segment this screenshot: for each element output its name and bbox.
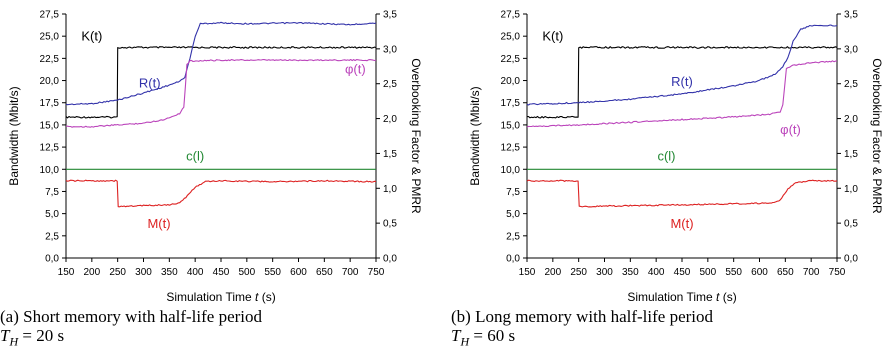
x-tick-label: 550 — [725, 267, 742, 278]
x-axis-label: Simulation Time t (s) — [166, 290, 275, 304]
series-label-kt: K(t) — [542, 29, 563, 44]
x-tick-label: 300 — [596, 267, 613, 278]
y-tick-label: 5,0 — [506, 209, 520, 220]
y2-tick-label: 2,0 — [383, 114, 397, 125]
y-tick-label: 0,0 — [506, 254, 520, 265]
y-tick-label: 12,5 — [40, 143, 60, 154]
y-tick-label: 22,5 — [501, 54, 521, 65]
y-tick-label: 27,5 — [501, 10, 521, 21]
series-label-t: φ(t) — [780, 122, 801, 137]
y-tick-label: 25,0 — [40, 32, 60, 43]
y-tick-label: 7,5 — [506, 187, 520, 198]
x-tick-label: 250 — [109, 267, 126, 278]
series-label-t: φ(t) — [345, 61, 366, 76]
x-tick-label: 250 — [570, 267, 587, 278]
y2-tick-label: 0,5 — [383, 219, 397, 230]
y-tick-label: 20,0 — [40, 76, 60, 87]
y-tick-label: 2,5 — [45, 231, 59, 242]
series-line-kt — [526, 46, 838, 119]
series-line-rt — [526, 24, 838, 106]
y2-tick-label: 3,0 — [844, 44, 858, 55]
x-tick-label: 350 — [622, 267, 639, 278]
y-tick-label: 12,5 — [501, 143, 521, 154]
y-tick-label: 0,0 — [45, 254, 59, 265]
caption-a: (a) Short memory with half-life period T… — [0, 307, 263, 349]
y-tick-label: 7,5 — [45, 187, 59, 198]
y2-tick-label: 1,5 — [844, 149, 858, 160]
x-tick-label: 400 — [187, 267, 204, 278]
y2-tick-label: 3,0 — [383, 44, 397, 55]
y2-tick-label: 2,5 — [844, 79, 858, 90]
x-tick-label: 600 — [751, 267, 768, 278]
x-tick-label: 150 — [519, 267, 536, 278]
series-label-mt: M(t) — [670, 216, 693, 231]
y2-tick-label: 2,0 — [844, 114, 858, 125]
y-tick-label: 10,0 — [501, 165, 521, 176]
y-tick-label: 25,0 — [501, 32, 521, 43]
y2-tick-label: 0,5 — [844, 219, 858, 230]
x-tick-label: 650 — [777, 267, 794, 278]
x-tick-label: 450 — [213, 267, 230, 278]
y-tick-label: 22,5 — [40, 54, 60, 65]
y2-tick-label: 3,5 — [383, 10, 397, 21]
y-tick-label: 17,5 — [40, 98, 60, 109]
x-tick-label: 200 — [83, 267, 100, 278]
x-tick-label: 350 — [161, 267, 178, 278]
x-tick-label: 500 — [699, 267, 716, 278]
series-line-kt — [65, 46, 377, 119]
y2-tick-label: 3,5 — [844, 10, 858, 21]
y-tick-label: 2,5 — [506, 231, 520, 242]
y-axis-label: Bandwidth (Mbit/s) — [7, 86, 21, 185]
x-tick-label: 550 — [264, 267, 281, 278]
y-tick-label: 15,0 — [501, 120, 521, 131]
y-tick-label: 27,5 — [40, 10, 60, 21]
y2-tick-label: 2,5 — [383, 79, 397, 90]
x-tick-label: 700 — [803, 267, 820, 278]
y2-tick-label: 1,5 — [383, 149, 397, 160]
y2-tick-label: 1,0 — [844, 184, 858, 195]
y2-tick-label: 0,0 — [383, 254, 397, 265]
x-tick-label: 500 — [238, 267, 255, 278]
caption-b: (b) Long memory with half-life period TH… — [451, 307, 714, 349]
series-label-rt: R(t) — [671, 74, 693, 89]
y-tick-label: 10,0 — [40, 165, 60, 176]
chart-panel-a: 150 200 250 300 350 400 450 500 550 600 650 700 750 0… — [7, 10, 423, 305]
series-line-t — [65, 58, 377, 128]
y-axis-label: Bandwidth (Mbit/s) — [468, 86, 482, 185]
series-line-rt — [65, 21, 377, 106]
y2-tick-label: 1,0 — [383, 184, 397, 195]
y2-axis-label: Overbooking Factor & PMRR — [870, 58, 884, 214]
x-axis-label: Simulation Time t (s) — [627, 290, 736, 304]
series-label-cl: c(l) — [657, 148, 675, 163]
y2-axis-label: Overbooking Factor & PMRR — [409, 58, 423, 214]
x-tick-label: 750 — [829, 267, 846, 278]
x-tick-label: 750 — [368, 267, 385, 278]
x-tick-label: 400 — [648, 267, 665, 278]
y2-tick-label: 0,0 — [844, 254, 858, 265]
y-tick-label: 5,0 — [45, 209, 59, 220]
series-label-cl: c(l) — [186, 148, 204, 163]
x-tick-label: 450 — [674, 267, 691, 278]
y-tick-label: 17,5 — [501, 98, 521, 109]
x-tick-label: 150 — [58, 267, 75, 278]
series-line-t — [526, 60, 838, 128]
y-tick-label: 20,0 — [501, 76, 521, 87]
series-line-mt — [526, 179, 838, 208]
chart-panel-b: 150 200 250 300 350 400 450 500 550 600 650 700 750 0… — [468, 10, 884, 305]
x-tick-label: 650 — [316, 267, 333, 278]
series-label-rt: R(t) — [139, 76, 161, 91]
series-label-mt: M(t) — [147, 216, 170, 231]
series-line-mt — [65, 179, 377, 208]
x-tick-label: 200 — [544, 267, 561, 278]
x-tick-label: 300 — [135, 267, 152, 278]
x-tick-label: 600 — [290, 267, 307, 278]
series-label-kt: K(t) — [81, 29, 102, 44]
y-tick-label: 15,0 — [40, 120, 60, 131]
x-tick-label: 700 — [342, 267, 359, 278]
